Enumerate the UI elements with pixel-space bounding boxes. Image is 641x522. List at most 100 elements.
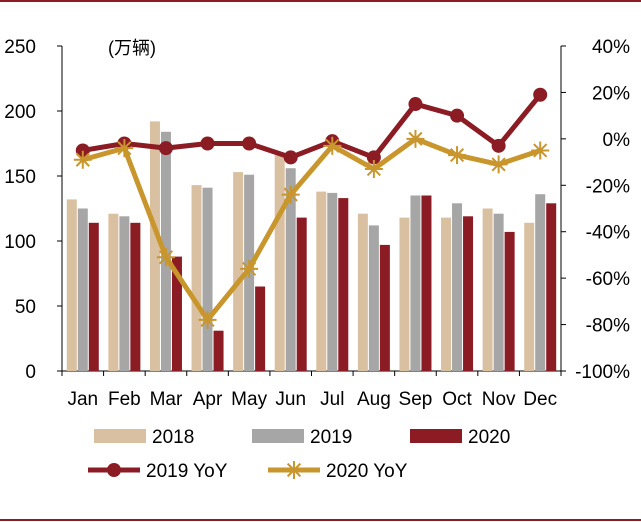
right-tick-label: -80%	[586, 316, 630, 337]
bar-2020-Jun	[296, 217, 307, 371]
point-2020-YoY-Nov	[489, 155, 508, 174]
legend-marker-2019-YoY	[107, 463, 121, 477]
x-tick-label: Nov	[482, 389, 516, 410]
x-tick-label: Apr	[193, 389, 223, 410]
x-tick-label: Jul	[320, 389, 344, 410]
x-tick-label: Dec	[523, 389, 557, 410]
bar-2019-Jul	[327, 192, 338, 371]
x-tick-label: Feb	[108, 389, 141, 410]
bar-2020-Jul	[338, 198, 349, 371]
unit-label: (万辆)	[108, 38, 156, 58]
bar-2020-Dec	[546, 203, 557, 371]
bar-2020-Sep	[421, 195, 432, 371]
axes	[57, 45, 566, 376]
legend-label-2019-YoY: 2019 YoY	[146, 461, 228, 482]
bar-2018-Oct	[441, 217, 452, 371]
bar-2018-Nov	[482, 208, 493, 371]
point-2020-YoY-Jun	[281, 185, 300, 204]
point-2019-YoY-Dec	[533, 87, 548, 102]
bar-2020-Feb	[130, 222, 141, 371]
legend-label-2020-YoY: 2020 YoY	[326, 461, 408, 482]
legend-swatch-2018	[94, 429, 146, 443]
point-2019-YoY-Nov	[491, 138, 506, 153]
bar-2019-Apr	[202, 187, 213, 371]
x-tick-label: Jun	[275, 389, 306, 410]
legend: 2018 2019 2020 2019 YoY 2020 YoY	[88, 427, 510, 482]
point-2019-YoY-May	[242, 136, 257, 151]
bar-2020-May	[255, 286, 266, 371]
bar-2019-Jan	[77, 208, 88, 371]
bar-2018-Feb	[108, 213, 119, 371]
right-tick-label: -100%	[575, 362, 630, 383]
bar-2020-Apr	[213, 330, 224, 371]
bar-2018-Dec	[524, 222, 535, 371]
legend-label-2019: 2019	[310, 427, 352, 448]
bar-2020-Mar	[171, 256, 182, 371]
left-tick-label: 50	[15, 297, 36, 318]
x-tick-label: Sep	[399, 389, 433, 410]
bar-2018-Aug	[357, 213, 368, 371]
right-tick-label: -40%	[586, 223, 630, 244]
lines	[73, 87, 550, 329]
bar-2020-Oct	[463, 216, 474, 371]
bar-2018-Jul	[316, 191, 327, 371]
legend-swatch-2020	[410, 429, 462, 443]
x-tick-label: Jan	[67, 389, 98, 410]
legend-swatch-2019	[252, 429, 304, 443]
bar-2019-Nov	[493, 213, 504, 371]
bar-2020-Nov	[504, 231, 515, 371]
point-2020-YoY-Oct	[448, 146, 467, 165]
point-2019-YoY-Sep	[408, 97, 423, 112]
point-2019-YoY-Jun	[283, 150, 298, 165]
point-2020-YoY-Jul	[323, 136, 342, 155]
bar-2019-Aug	[368, 225, 379, 371]
point-2019-YoY-Apr	[200, 136, 215, 151]
left-tick-label: 200	[4, 102, 36, 123]
legend-marker-2020-YoY	[285, 461, 303, 479]
legend-label-2018: 2018	[152, 427, 194, 448]
top-border	[0, 0, 641, 2]
bar-2018-Apr	[191, 185, 202, 371]
bar-2018-Jun	[274, 155, 285, 371]
point-2020-YoY-Mar	[156, 248, 175, 267]
bottom-border	[0, 519, 641, 521]
bar-2018-Sep	[399, 217, 410, 371]
bar-2019-Feb	[119, 216, 130, 371]
x-tick-label: Oct	[442, 389, 472, 410]
x-tick-label: Aug	[357, 389, 391, 410]
right-tick-label: -60%	[586, 269, 630, 290]
bar-2019-Dec	[535, 194, 546, 371]
left-tick-label: 0	[25, 362, 36, 383]
point-2020-YoY-Apr	[198, 310, 217, 329]
bar-2020-Aug	[379, 244, 390, 371]
point-2020-YoY-May	[240, 259, 259, 278]
left-tick-label: 250	[4, 37, 36, 58]
bar-2019-Oct	[452, 203, 463, 371]
right-tick-label: 0%	[603, 130, 631, 151]
right-tick-label: -20%	[586, 176, 630, 197]
bar-2018-Mar	[149, 121, 160, 372]
point-2020-YoY-Dec	[531, 141, 550, 160]
bar-2018-Jan	[66, 199, 77, 371]
point-2019-YoY-Aug	[366, 150, 381, 165]
right-tick-label: 20%	[592, 83, 630, 104]
point-2019-YoY-Oct	[450, 108, 465, 123]
point-2020-YoY-Aug	[364, 160, 383, 179]
bar-2019-Jun	[285, 168, 296, 371]
left-tick-label: 100	[4, 232, 36, 253]
x-tick-label: Mar	[150, 389, 183, 410]
point-2019-YoY-Jan	[75, 143, 90, 158]
bars	[66, 121, 557, 372]
point-2019-YoY-Mar	[158, 141, 173, 156]
labels: 0 50 100 150 200 250 -100% -80% -60% -40% -20% 0% 20…	[4, 37, 630, 410]
x-tick-label: May	[231, 389, 267, 410]
point-2020-YoY-Sep	[406, 129, 425, 148]
bar-2018-May	[233, 172, 244, 371]
bar-2019-Sep	[410, 195, 421, 371]
right-tick-label: 40%	[592, 37, 630, 58]
point-2020-YoY-Jan	[73, 150, 92, 169]
bar-2020-Jan	[88, 222, 99, 371]
point-2020-YoY-Feb	[115, 139, 134, 158]
legend-label-2020: 2020	[468, 427, 510, 448]
